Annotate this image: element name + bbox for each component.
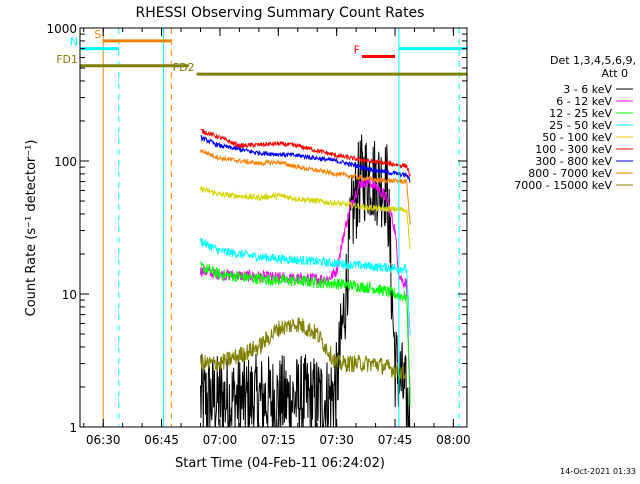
x-tick-label: 06:30: [86, 433, 121, 447]
plot-frame: [79, 27, 468, 428]
series-line: [200, 237, 411, 336]
flag-layer: S N FD1 FD2 F: [56, 28, 467, 76]
axes-layer: 06:30 06:45 07:00 07:15 07:30 07:45 08:00 1 10 10…: [46, 22, 470, 447]
legend-entry-label: 6 - 12 keV: [556, 95, 612, 108]
legend-entry-label: 25 - 50 keV: [549, 119, 612, 132]
series-line: [200, 134, 411, 428]
legend-entry-label: 7000 - 15000 keV: [514, 179, 612, 192]
series-line: [200, 135, 411, 183]
legend-entry-label: 800 - 7000 keV: [528, 167, 612, 180]
data-layer: [200, 128, 411, 428]
flag-label: FD2: [173, 61, 195, 74]
chart-title: RHESSI Observing Summary Count Rates: [136, 5, 425, 21]
flag-label: FD1: [56, 53, 78, 66]
series-line: [200, 260, 411, 406]
x-tick-label: 07:15: [261, 433, 296, 447]
y-tick-label: 1: [69, 421, 77, 435]
legend-entry-label: 50 - 100 keV: [542, 131, 612, 144]
legend-header-line-2: Att 0: [602, 67, 628, 80]
x-tick-label: 06:45: [144, 433, 179, 447]
legend-header-line-1: Det 1,3,4,5,6,9,: [550, 54, 636, 67]
series-line: [200, 185, 411, 250]
legend-entry-label: 100 - 300 keV: [535, 143, 612, 156]
y-tick-label: 1000: [46, 22, 77, 36]
flag-label: S: [94, 28, 101, 41]
series-line: [200, 128, 411, 177]
legend-entry-label: 12 - 25 keV: [549, 107, 612, 120]
x-tick-label: 07:45: [378, 433, 413, 447]
y-tick-label: 10: [62, 288, 77, 302]
x-tick-label: 08:00: [436, 433, 471, 447]
legend-entry-label: 3 - 6 keV: [563, 83, 612, 96]
series-line: [200, 148, 411, 225]
series-line: [200, 317, 407, 381]
x-axis-label: Start Time (04-Feb-11 06:24:02): [175, 456, 385, 471]
x-tick-label: 07:00: [203, 433, 238, 447]
legend-entry-label: 300 - 800 keV: [535, 155, 612, 168]
y-tick-label: 100: [54, 155, 77, 169]
x-tick-label: 07:30: [319, 433, 354, 447]
y-axis-label: Count Rate (s⁻¹ detector⁻¹): [24, 140, 39, 317]
flag-label: N: [70, 36, 78, 49]
footer-timestamp: 14-Oct-2021 01:33: [560, 467, 636, 476]
flag-label: F: [354, 44, 360, 57]
